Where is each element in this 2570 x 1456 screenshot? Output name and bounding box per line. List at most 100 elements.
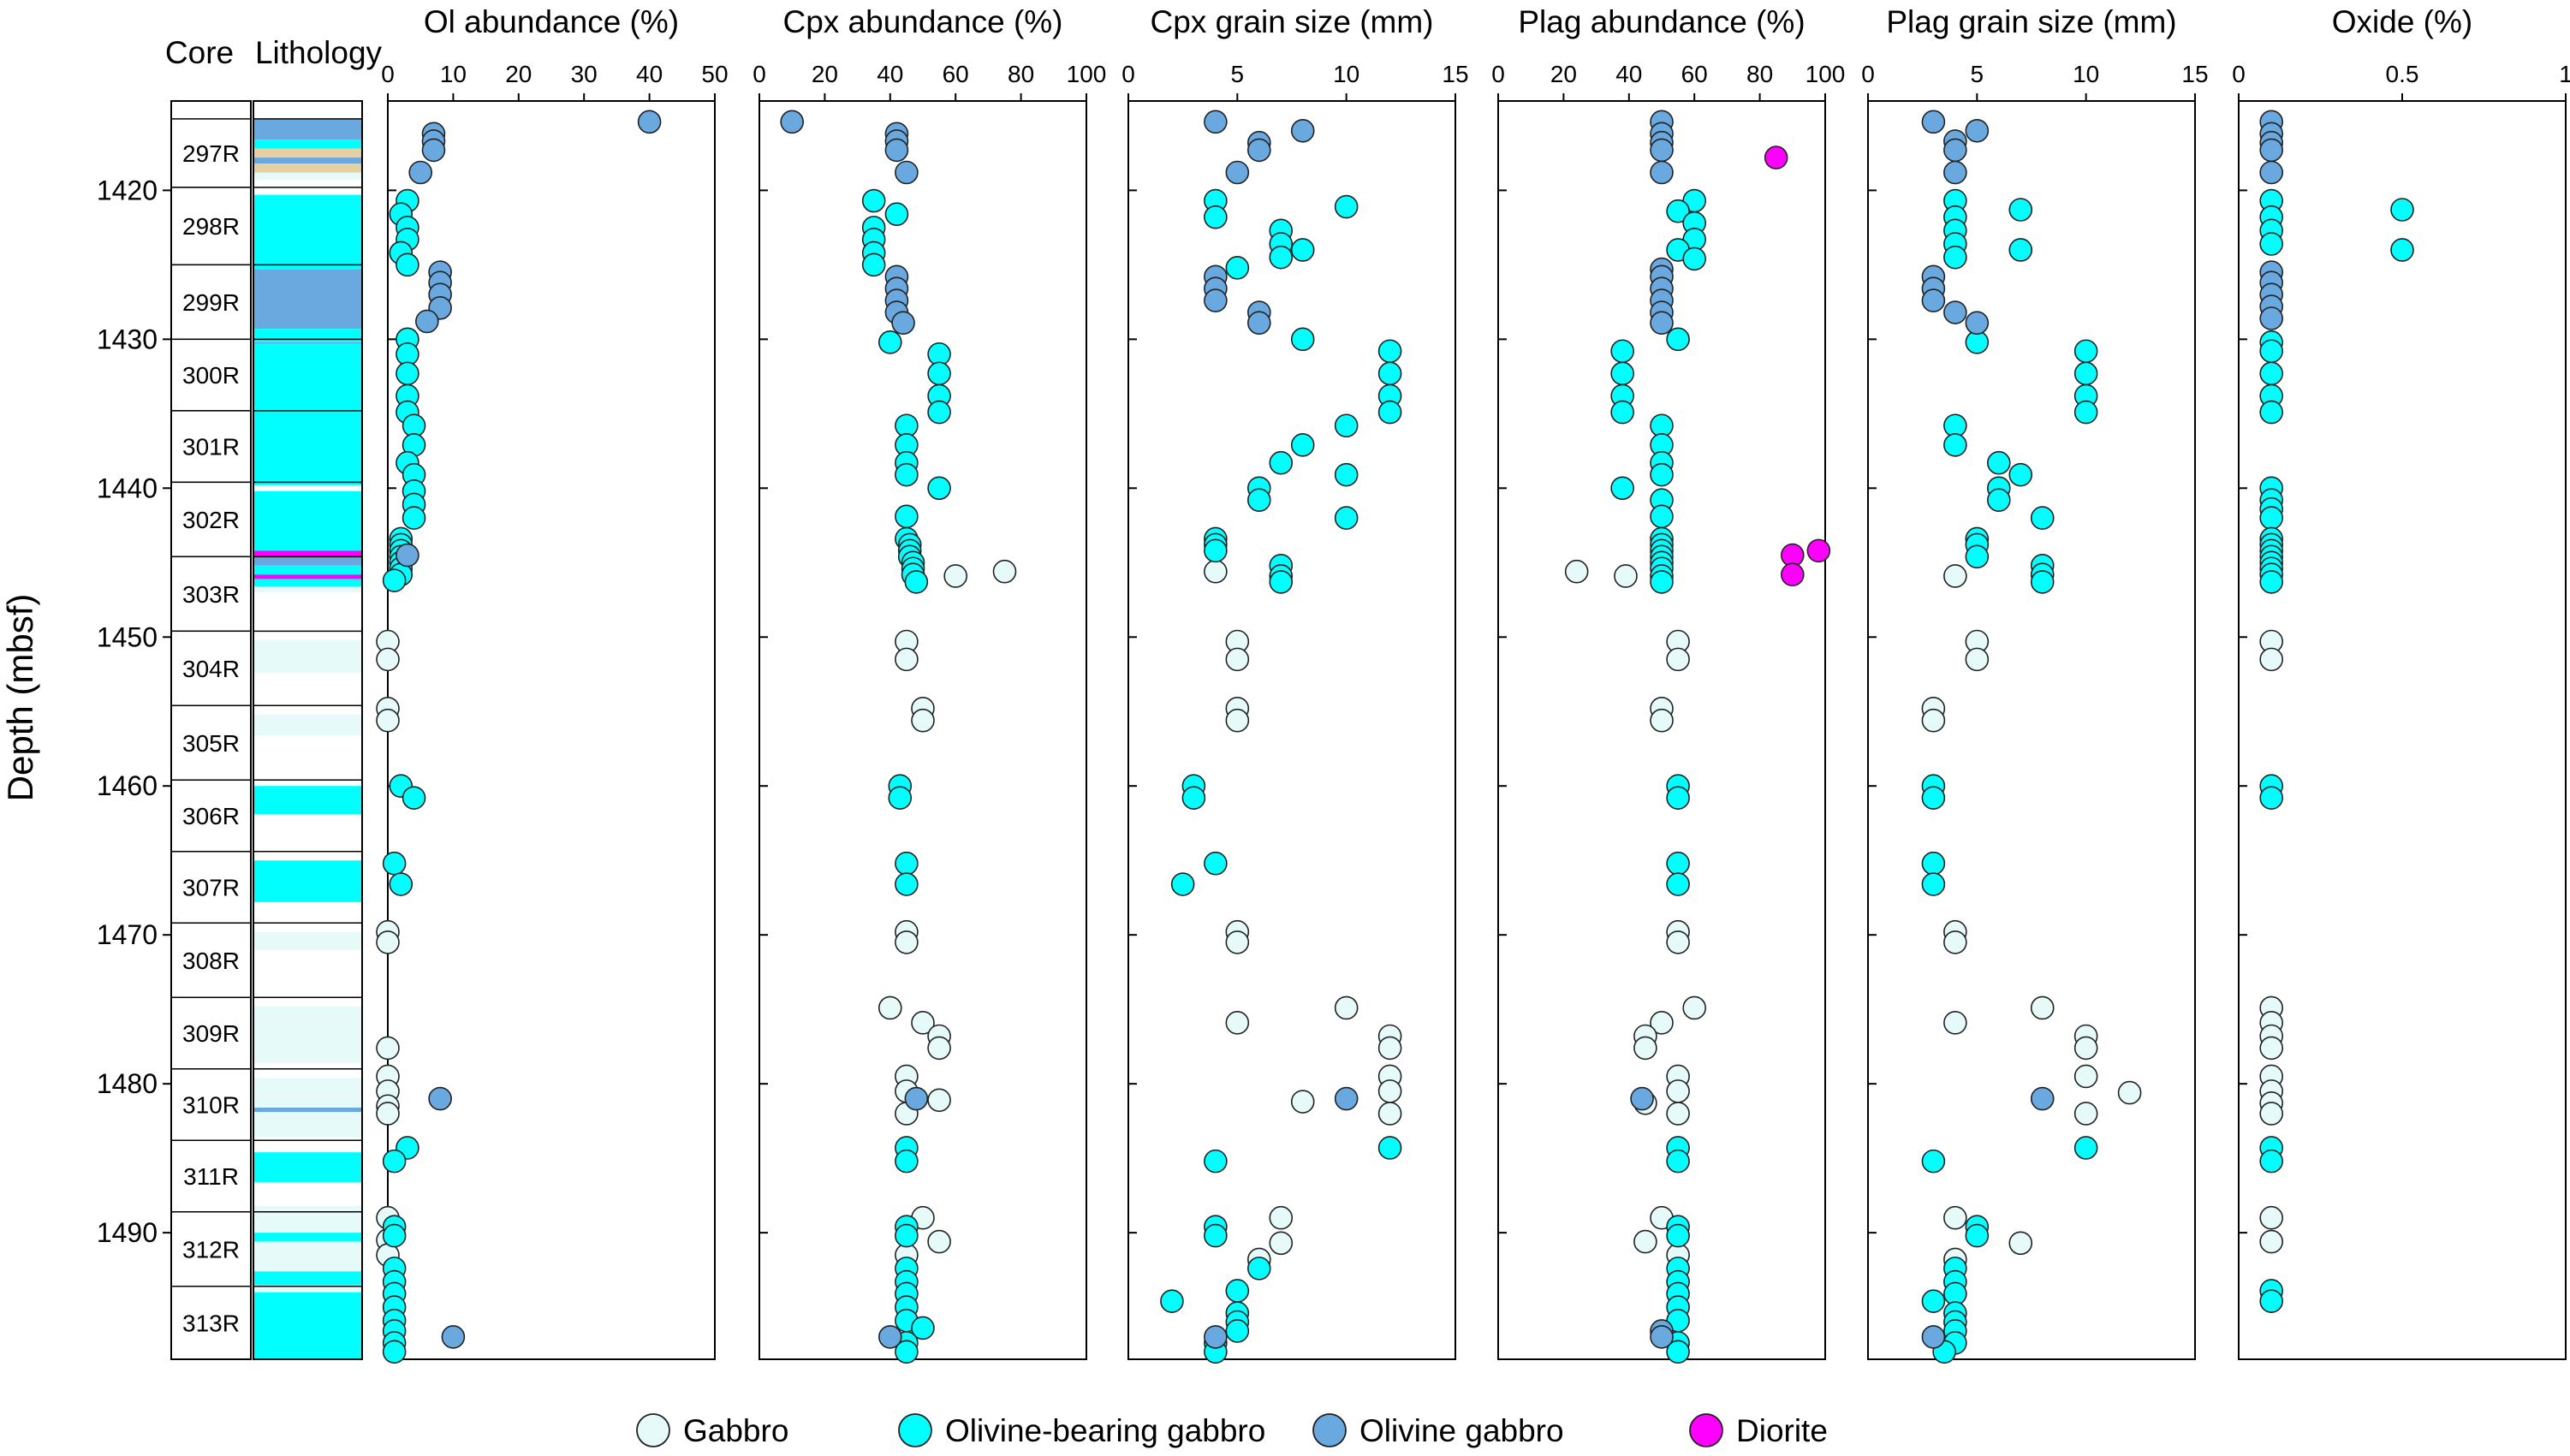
point-gabbro: [1334, 995, 1359, 1020]
point-olivine-bearing-gabbro: [1650, 504, 1674, 529]
point-diorite: [1781, 562, 1805, 587]
x-tick-label: 15: [1442, 61, 1468, 87]
point-olivine-bearing-gabbro: [1666, 1149, 1690, 1174]
core-label-306r: 306R: [182, 803, 240, 829]
point-olivine-bearing-gabbro: [1666, 199, 1690, 223]
point-gabbro: [376, 708, 400, 733]
x-tick-label: 20: [1550, 61, 1577, 87]
point-gabbro: [895, 930, 919, 954]
point-gabbro: [376, 1102, 400, 1126]
point-olivine-bearing-gabbro: [382, 1223, 407, 1248]
lithology-interval-olivine-bearing-gabbro: [253, 1271, 362, 1286]
point-olivine-bearing-gabbro: [1987, 488, 2011, 513]
point-olivine-bearing-gabbro: [1204, 538, 1228, 563]
point-gabbro: [376, 1036, 400, 1061]
core-column: 297R 298R 299R 300R 301R 302R 303R 304R 305R 306R…: [170, 100, 252, 1360]
point-olivine-bearing-gabbro: [1666, 327, 1690, 352]
point-gabbro: [992, 559, 1017, 584]
point-gabbro: [1269, 1205, 1294, 1230]
lithology-interval-gabbro: [253, 1006, 362, 1063]
point-olivine-bearing-gabbro: [402, 786, 426, 810]
x-tick-label: 5: [1971, 61, 1984, 87]
point-olivine-gabbro: [1650, 138, 1674, 163]
point-gabbro: [376, 930, 400, 954]
legend-marker-olivine-gabbro: [1312, 1413, 1347, 1447]
point-olivine-bearing-gabbro: [895, 462, 919, 487]
point-gabbro: [1225, 708, 1250, 733]
point-olivine-bearing-gabbro: [1377, 400, 1402, 425]
point-gabbro: [2008, 1231, 2033, 1256]
core-label-298r: 298R: [182, 213, 240, 240]
legend-marker-diorite: [1689, 1413, 1723, 1447]
lithology-interval-gabbro: [253, 172, 362, 181]
point-olivine-bearing-gabbro: [861, 253, 886, 277]
lithology-interval-olivine-gabbro: [253, 269, 362, 330]
point-olivine-bearing-gabbro: [389, 872, 413, 896]
lithology-interval-olivine-gabbro: [253, 157, 362, 164]
point-olivine-gabbro: [1650, 311, 1674, 336]
point-gabbro: [1290, 1090, 1315, 1114]
point-olivine-bearing-gabbro: [1610, 476, 1634, 501]
point-olivine-bearing-gabbro: [1225, 1319, 1250, 1343]
lithology-interval-olivine-bearing-gabbro: [253, 1233, 362, 1242]
point-olivine-bearing-gabbro: [1377, 339, 1402, 364]
point-olivine-bearing-gabbro: [2390, 238, 2414, 262]
point-gabbro: [2259, 647, 2283, 672]
point-olivine-gabbro: [637, 110, 662, 134]
core-label-302r: 302R: [182, 507, 240, 533]
point-olivine-gabbro: [396, 543, 419, 568]
point-gabbro: [1377, 1102, 1402, 1126]
point-olivine-bearing-gabbro: [1204, 1223, 1228, 1248]
point-olivine-bearing-gabbro: [1290, 238, 1315, 262]
point-olivine-gabbro: [441, 1325, 466, 1349]
point-olivine-gabbro: [1943, 160, 1967, 185]
panel-title: Plag abundance (%): [1518, 4, 1805, 39]
point-gabbro: [2073, 1064, 2098, 1089]
point-olivine-gabbro: [1965, 118, 1990, 143]
point-olivine-bearing-gabbro: [1666, 851, 1690, 876]
core-box-310r: [170, 1068, 252, 1142]
point-gabbro: [1269, 1231, 1294, 1256]
point-gabbro: [1943, 1011, 1967, 1035]
lithology-interval-olivine-bearing-gabbro: [253, 329, 362, 342]
point-gabbro: [1633, 1036, 1657, 1061]
point-olivine-gabbro: [2259, 138, 2283, 163]
lithology-interval-gabbro: [253, 586, 362, 593]
point-gabbro: [895, 647, 919, 672]
point-olivine-bearing-gabbro: [888, 786, 913, 810]
depth-tick-label: 1460: [97, 770, 158, 801]
point-olivine-gabbro: [2259, 160, 2283, 185]
point-olivine-bearing-gabbro: [2259, 400, 2283, 425]
point-olivine-bearing-gabbro: [1269, 570, 1294, 594]
lithology-column: [253, 100, 363, 1360]
x-tick-label: 10: [1333, 61, 1359, 87]
point-olivine-gabbro: [1921, 1325, 1946, 1349]
point-olivine-bearing-gabbro: [382, 851, 407, 876]
point-olivine-bearing-gabbro: [1666, 786, 1690, 810]
x-tick-label: 30: [571, 61, 598, 87]
point-olivine-bearing-gabbro: [1204, 1149, 1228, 1174]
point-olivine-gabbro: [884, 138, 909, 163]
point-gabbro: [911, 1011, 935, 1035]
point-olivine-bearing-gabbro: [1334, 462, 1359, 487]
point-olivine-bearing-gabbro: [1987, 450, 2011, 475]
point-olivine-bearing-gabbro: [927, 361, 951, 386]
lithology-interval-olivine-gabbro: [253, 118, 362, 140]
lithology-interval-olivine-gabbro: [253, 342, 362, 344]
point-olivine-gabbro: [415, 309, 439, 334]
point-olivine-bearing-gabbro: [1160, 1289, 1184, 1313]
point-gabbro: [2259, 1102, 2283, 1126]
depth-tick-label: 1470: [97, 919, 158, 950]
point-olivine-bearing-gabbro: [1965, 1223, 1990, 1248]
point-gabbro: [1225, 1011, 1250, 1035]
lithology-interval-oxide-gabbro-band: [253, 163, 362, 173]
x-tick-label: 0: [2232, 61, 2246, 87]
point-gabbro: [943, 564, 967, 588]
point-gabbro: [1633, 1229, 1657, 1254]
core-label-313r: 313R: [182, 1310, 240, 1336]
point-olivine-gabbro: [895, 160, 919, 185]
legend-label-gabbro: Gabbro: [683, 1413, 788, 1448]
point-olivine-gabbro: [1204, 110, 1228, 134]
point-olivine-gabbro: [1630, 1086, 1654, 1111]
